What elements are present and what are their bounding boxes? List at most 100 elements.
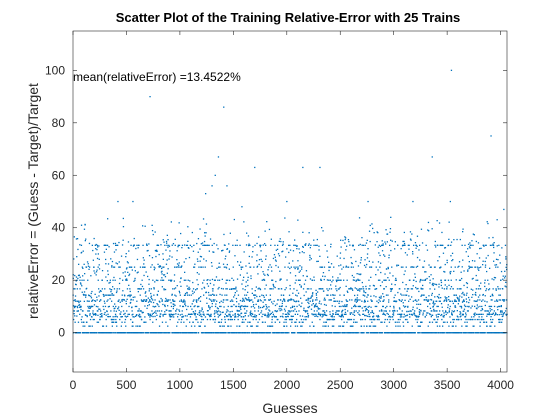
- scatter-point: [502, 315, 504, 317]
- scatter-point: [403, 242, 406, 245]
- scatter-point: [436, 295, 439, 298]
- scatter-point: [260, 244, 262, 246]
- scatter-point: [76, 310, 78, 312]
- scatter-point: [288, 310, 290, 312]
- scatter-point: [110, 258, 112, 260]
- scatter-point: [209, 332, 211, 334]
- scatter-point: [361, 288, 363, 290]
- scatter-point: [232, 300, 234, 302]
- scatter-point: [78, 304, 81, 306]
- scatter-point: [399, 288, 401, 290]
- scatter-point: [262, 332, 264, 334]
- scatter-point: [416, 303, 418, 305]
- scatter-point: [392, 318, 394, 321]
- scatter-point: [294, 267, 296, 270]
- scatter-point: [313, 244, 315, 246]
- scatter-point: [108, 316, 110, 318]
- scatter-point: [255, 325, 258, 327]
- scatter-point: [164, 300, 166, 302]
- scatter-point: [469, 266, 471, 268]
- scatter-point: [339, 294, 341, 296]
- scatter-point: [434, 288, 436, 290]
- scatter-point: [332, 313, 334, 315]
- scatter-point: [369, 240, 371, 243]
- scatter-point: [283, 308, 286, 310]
- scatter-point: [155, 250, 157, 252]
- scatter-point: [452, 318, 454, 321]
- scatter-point: [197, 313, 199, 315]
- scatter-point: [463, 299, 465, 301]
- scatter-point: [255, 286, 257, 288]
- scatter-point: [77, 321, 80, 323]
- scatter-point: [160, 279, 162, 281]
- scatter-point: [384, 255, 386, 257]
- scatter-point: [318, 288, 320, 290]
- scatter-point: [417, 318, 419, 321]
- scatter-point: [139, 266, 142, 268]
- scatter-point: [223, 233, 225, 236]
- scatter-point: [92, 299, 94, 301]
- scatter-point: [493, 279, 495, 281]
- scatter-point: [425, 271, 427, 273]
- scatter-point: [162, 303, 164, 306]
- scatter-point: [290, 315, 292, 317]
- scatter-point: [146, 243, 148, 245]
- scatter-point: [327, 318, 329, 321]
- scatter-point: [332, 313, 334, 315]
- scatter-point: [361, 318, 364, 321]
- scatter-point: [425, 244, 427, 246]
- x-tick-label: 500: [116, 378, 136, 392]
- scatter-point: [162, 239, 164, 241]
- scatter-point: [143, 259, 145, 261]
- scatter-point: [397, 313, 399, 315]
- scatter-point: [258, 318, 261, 321]
- scatter-point: [384, 241, 386, 243]
- scatter-point: [427, 325, 429, 327]
- scatter-point: [145, 300, 147, 302]
- scatter-point: [297, 266, 299, 268]
- scatter-point: [236, 332, 238, 334]
- scatter-point: [130, 244, 132, 246]
- scatter-point: [224, 313, 227, 315]
- scatter-point: [354, 321, 357, 323]
- scatter-point: [158, 253, 160, 256]
- scatter-point: [264, 230, 266, 232]
- scatter-point: [438, 300, 440, 302]
- scatter-point: [164, 304, 166, 306]
- scatter-point: [352, 313, 354, 315]
- scatter-point: [172, 307, 174, 310]
- scatter-point: [240, 312, 243, 314]
- scatter-point: [125, 256, 127, 258]
- scatter-point: [432, 282, 434, 285]
- scatter-point: [78, 274, 80, 276]
- scatter-point: [380, 297, 382, 299]
- scatter-point: [166, 234, 168, 236]
- scatter-point: [256, 266, 258, 268]
- scatter-point: [166, 242, 168, 244]
- scatter-point: [479, 247, 481, 250]
- scatter-point: [453, 311, 455, 313]
- scatter-point: [81, 266, 83, 268]
- scatter-point: [491, 244, 493, 246]
- scatter-point: [477, 306, 479, 308]
- scatter-point: [265, 308, 267, 310]
- scatter-point: [493, 276, 496, 279]
- scatter-point: [131, 325, 133, 327]
- scatter-point: [254, 314, 256, 316]
- scatter-point: [107, 294, 110, 296]
- scatter-point: [381, 244, 383, 246]
- scatter-point: [386, 318, 389, 321]
- scatter-point: [498, 321, 500, 323]
- scatter-point: [432, 284, 434, 287]
- scatter-point: [268, 299, 271, 301]
- scatter-point: [142, 311, 144, 314]
- scatter-point: [286, 325, 288, 327]
- scatter-point: [492, 295, 494, 297]
- scatter-point: [283, 325, 286, 327]
- scatter-point: [203, 287, 206, 289]
- scatter-point: [86, 315, 88, 318]
- scatter-point: [94, 272, 96, 274]
- scatter-point: [144, 292, 146, 294]
- scatter-point: [137, 325, 139, 327]
- y-tick-label: 100: [45, 63, 65, 77]
